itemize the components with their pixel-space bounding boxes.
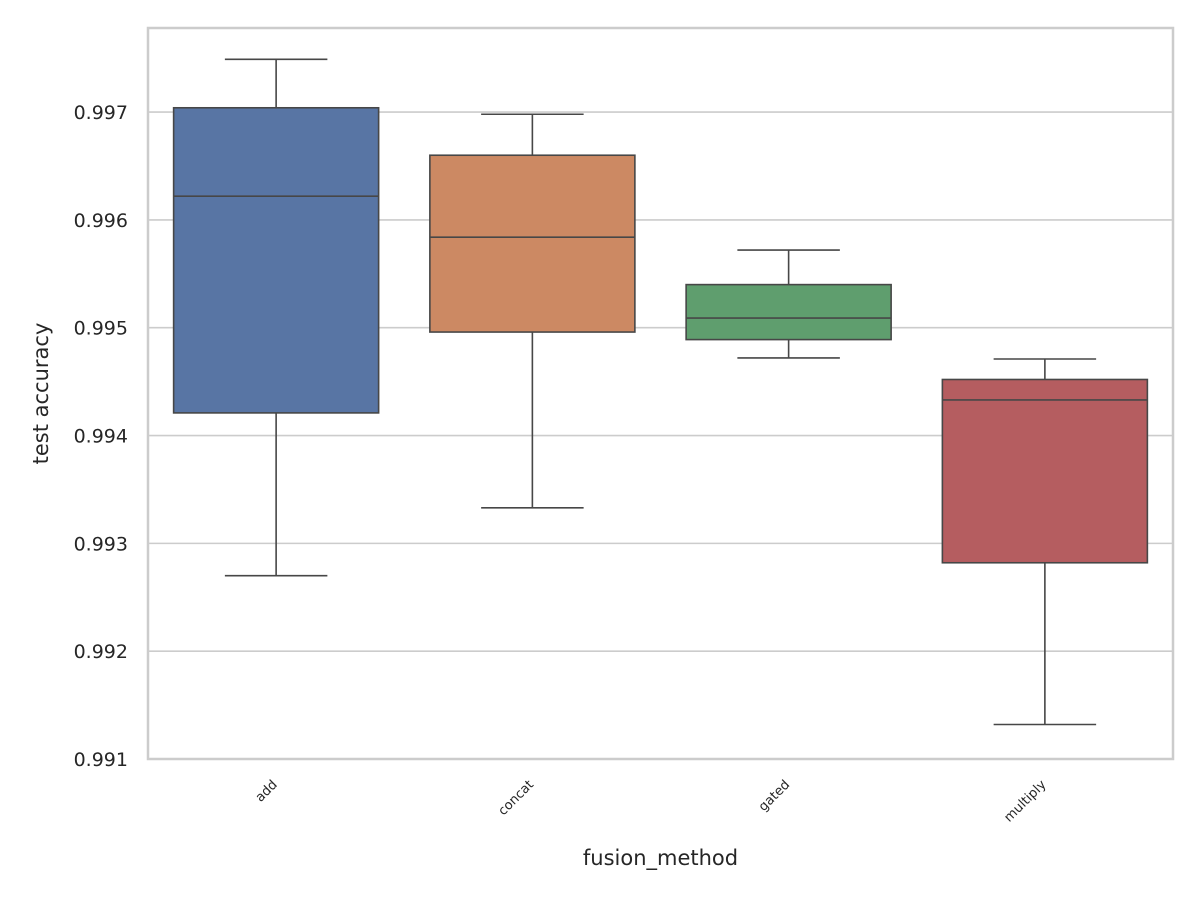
x-tick-label: gated: [756, 777, 793, 814]
y-tick-labels: 0.991 0.992 0.993 0.994 0.995 0.996 0.997: [74, 102, 128, 771]
y-tick-label: 0.996: [74, 210, 128, 232]
y-tick-label: 0.992: [74, 641, 128, 663]
box-multiply: [941, 358, 1149, 726]
box-body: [941, 378, 1149, 564]
box-concat: [429, 113, 636, 509]
plot-frame: [146, 26, 1175, 761]
x-tick-labels: add concat gated multiply: [253, 777, 1050, 825]
boxes-layer: [172, 58, 1149, 726]
box-gated: [685, 249, 892, 359]
box-body: [429, 154, 636, 333]
y-tick-label: 0.997: [74, 102, 128, 124]
box-body: [685, 283, 892, 341]
x-tick-label: add: [253, 777, 281, 805]
y-tick-label: 0.994: [74, 426, 128, 448]
y-tick-label: 0.995: [74, 318, 128, 340]
x-tick-label: multiply: [1002, 777, 1050, 825]
y-tick-label: 0.991: [74, 749, 128, 771]
y-axis-label: test accuracy: [29, 323, 53, 465]
x-axis-label: fusion_method: [583, 846, 738, 871]
y-tick-label: 0.993: [74, 533, 128, 555]
x-tick-label: concat: [496, 777, 537, 818]
box-add: [172, 58, 380, 577]
box-body: [172, 106, 380, 414]
